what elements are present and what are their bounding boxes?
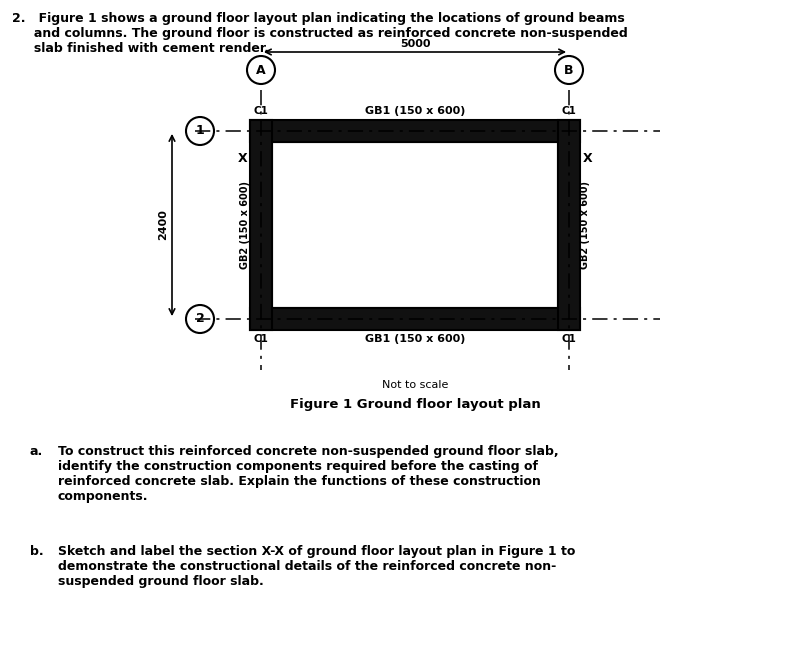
- Text: GB2 (150 x 600): GB2 (150 x 600): [580, 181, 590, 269]
- Text: 2: 2: [195, 313, 204, 325]
- Text: 2400: 2400: [158, 209, 168, 241]
- Bar: [272, 142, 558, 308]
- Bar: [250, 308, 580, 330]
- Text: To construct this reinforced concrete non-suspended ground floor slab,
identify : To construct this reinforced concrete no…: [58, 445, 559, 503]
- Text: C1: C1: [254, 106, 269, 116]
- Text: Sketch and label the section X-X of ground floor layout plan in Figure 1 to
demo: Sketch and label the section X-X of grou…: [58, 545, 575, 588]
- Bar: [250, 120, 580, 142]
- Text: GB2 (150 x 600): GB2 (150 x 600): [240, 181, 250, 269]
- Text: 2.   Figure 1 shows a ground floor layout plan indicating the locations of groun: 2. Figure 1 shows a ground floor layout …: [12, 12, 628, 55]
- Text: GB1 (150 x 600): GB1 (150 x 600): [365, 106, 465, 116]
- Text: C1: C1: [561, 106, 576, 116]
- Text: Figure 1 Ground floor layout plan: Figure 1 Ground floor layout plan: [290, 398, 541, 411]
- Text: a.: a.: [30, 445, 43, 458]
- Text: A: A: [256, 63, 266, 76]
- Bar: [558, 120, 580, 330]
- Text: 5000: 5000: [400, 39, 430, 49]
- Text: X: X: [583, 152, 593, 166]
- Text: GB1 (150 x 600): GB1 (150 x 600): [365, 334, 465, 344]
- Text: B: B: [564, 63, 574, 76]
- Text: C1: C1: [561, 334, 576, 344]
- Text: 1: 1: [195, 124, 204, 138]
- Text: Not to scale: Not to scale: [382, 380, 448, 390]
- Text: X: X: [237, 152, 247, 166]
- Bar: [250, 120, 272, 330]
- Text: C1: C1: [254, 334, 269, 344]
- Text: b.: b.: [30, 545, 43, 558]
